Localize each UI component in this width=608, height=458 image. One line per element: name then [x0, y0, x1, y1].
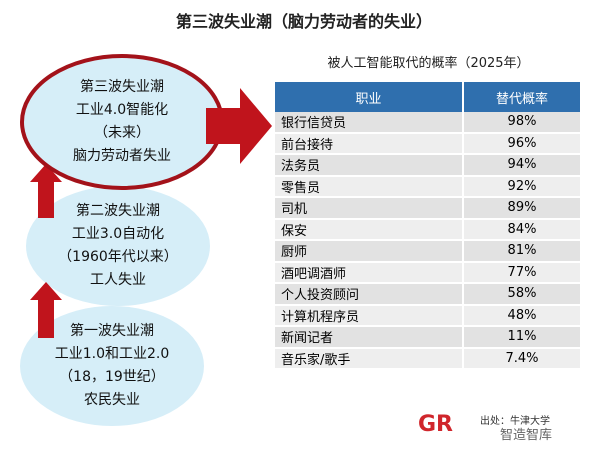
row: 保安 84%: [275, 218, 582, 241]
wave-line: 工业4.0智能化: [75, 102, 169, 118]
cell: 法务员: [275, 154, 464, 177]
cell: 保安: [275, 218, 464, 241]
wave-line: （未来）: [94, 125, 150, 141]
row: 银行信贷员 98%: [275, 112, 582, 134]
cell: 94%: [463, 154, 582, 177]
wave-line: 工业3.0自动化: [71, 226, 165, 242]
cell: 银行信贷员: [275, 112, 464, 134]
header-cell: 职业: [275, 82, 464, 112]
cell: 计算机程序员: [275, 304, 464, 327]
wave-line: 第一波失业潮: [70, 323, 154, 339]
row: 计算机程序员 48%: [275, 304, 582, 327]
cell: 酒吧调酒师: [275, 261, 464, 284]
cell: 77%: [463, 261, 582, 284]
row: 新闻记者 11%: [275, 326, 582, 349]
wave-line: 第三波失业潮: [80, 79, 164, 95]
header-cell: 替代概率: [463, 82, 582, 112]
row: 前台接待 96%: [275, 132, 582, 155]
header-row: 职业 替代概率: [275, 82, 582, 112]
arrow-right: [206, 88, 272, 164]
wave-line: （18，19世纪）: [59, 369, 165, 385]
cell: 81%: [463, 240, 582, 263]
wave: 第二波失业潮 工业3.0自动化 （1960年代以来） 工人失业: [26, 186, 210, 306]
cell: 84%: [463, 218, 582, 241]
wave-2-ellipse: [26, 186, 210, 306]
cell: 92%: [463, 175, 582, 198]
cell: 96%: [463, 132, 582, 155]
cell: 前台接待: [275, 132, 464, 155]
row: 个人投资顾问 58%: [275, 283, 582, 306]
row: 司机 89%: [275, 197, 582, 220]
cell: 98%: [463, 112, 582, 134]
table: 职业 替代概率 银行信贷员 98% 前台接待 96% 法务员 94% 零售员 92% 司机 89% 保…: [275, 82, 582, 370]
wave: 第三波失业潮 工业4.0智能化 （未来） 脑力劳动者失业: [22, 56, 222, 188]
title: 第三波失业潮（脑力劳动者的失业）: [175, 12, 432, 31]
cell: 11%: [463, 326, 582, 349]
arrow-up: [30, 282, 62, 338]
wave-line: 工人失业: [90, 272, 146, 288]
cell: 零售员: [275, 175, 464, 198]
row: 法务员 94%: [275, 154, 582, 177]
wave-line: 工业1.0和工业2.0: [54, 346, 170, 362]
source: 出处：牛津大学: [480, 416, 550, 427]
cell: 89%: [463, 197, 582, 220]
row: 酒吧调酒师 77%: [275, 261, 582, 284]
cell: 个人投资顾问: [275, 283, 464, 306]
arrow-up: [30, 164, 62, 218]
wave-line: 脑力劳动者失业: [73, 148, 171, 164]
wave-line: 农民失业: [84, 392, 140, 408]
row: 音乐家/歌手 7.4%: [275, 347, 582, 370]
wave: 第一波失业潮 工业1.0和工业2.0 （18，19世纪） 农民失业: [20, 306, 204, 426]
row: 厨师 81%: [275, 240, 582, 263]
table-body: 银行信贷员 98% 前台接待 96% 法务员 94% 零售员 92% 司机 89% 保安 84% 厨师 8…: [275, 112, 582, 370]
logo: GR: [418, 412, 453, 437]
cell: 48%: [463, 304, 582, 327]
watermark: 智造智库: [500, 428, 553, 443]
row: 零售员 92%: [275, 175, 582, 198]
cell: 厨师: [275, 240, 464, 263]
cell: 司机: [275, 197, 464, 220]
wave-line: 第二波失业潮: [76, 203, 160, 219]
cell: 新闻记者: [275, 326, 464, 349]
wave-line: （1960年代以来）: [58, 249, 178, 265]
cell: 音乐家/歌手: [275, 347, 464, 370]
cell: 7.4%: [463, 347, 582, 370]
table-subtitle: 被人工智能取代的概率（2025年）: [327, 56, 530, 71]
cell: 58%: [463, 283, 582, 306]
wave-1-ellipse: [20, 306, 204, 426]
